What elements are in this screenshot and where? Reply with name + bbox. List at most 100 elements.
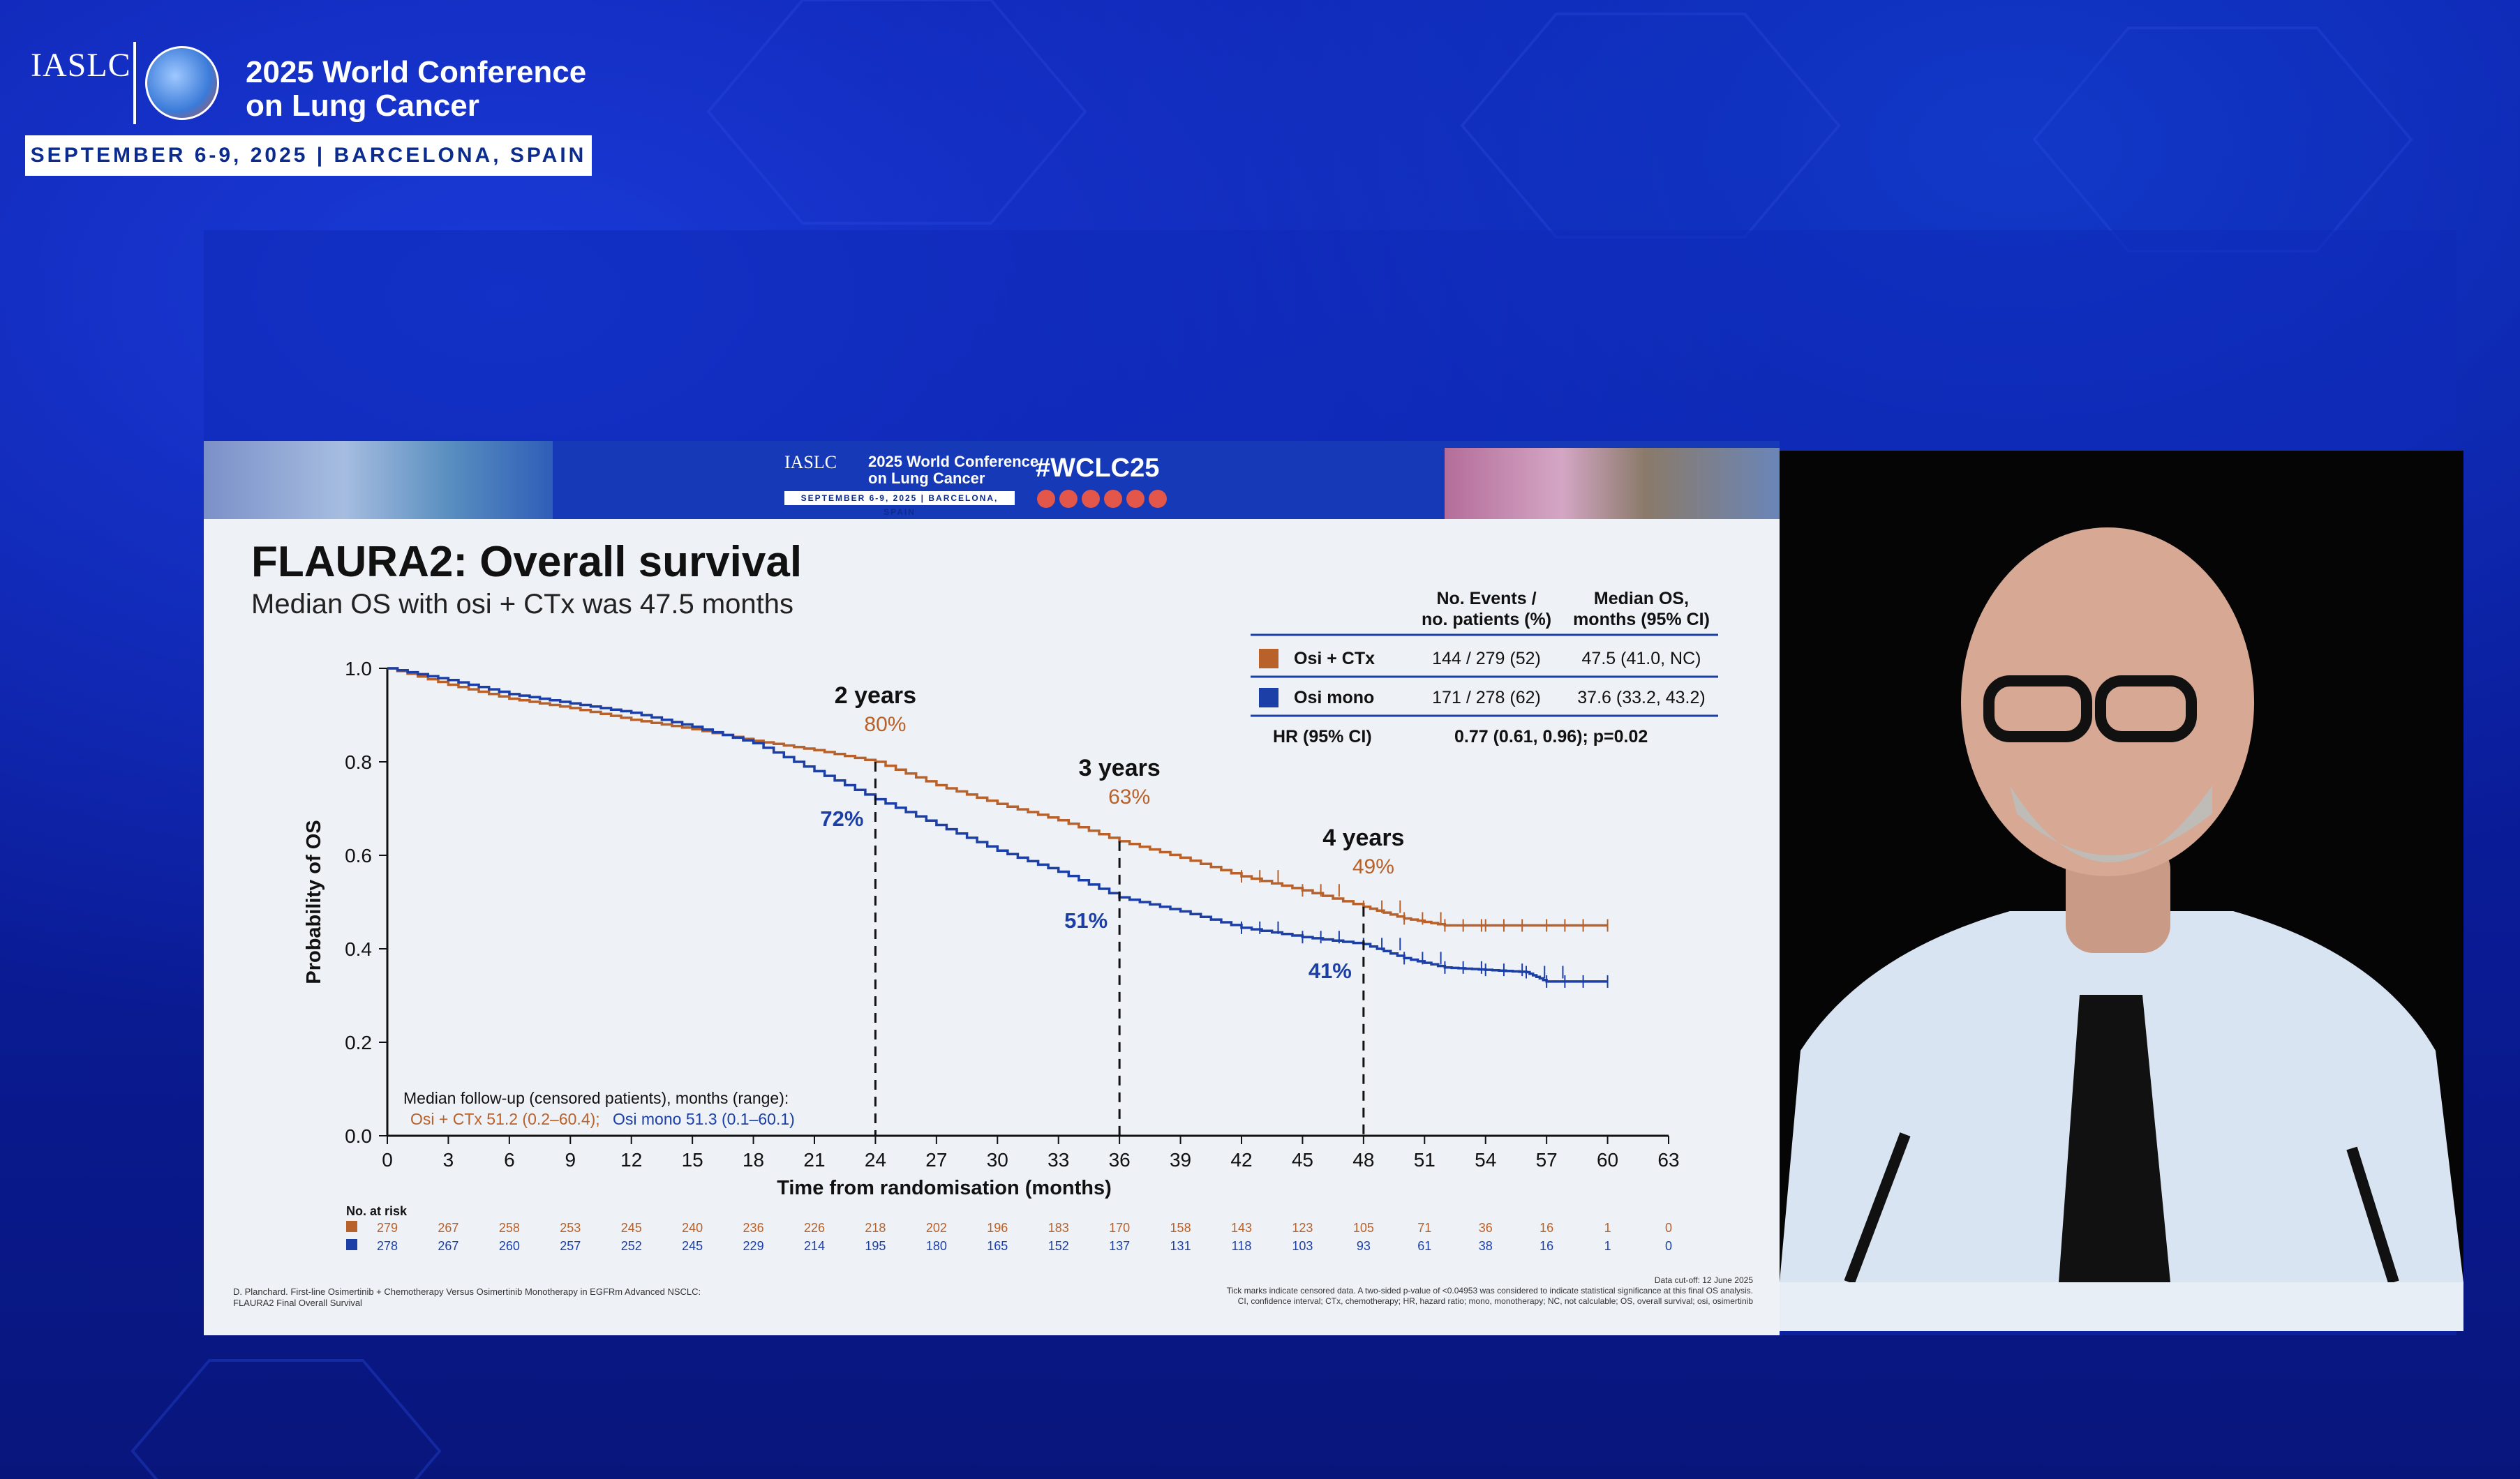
hr-label: HR (95% CI) (1273, 727, 1372, 746)
at-risk-swatch (346, 1221, 357, 1232)
x-tick-label: 57 (1536, 1149, 1558, 1171)
at-risk-value: 103 (1292, 1239, 1313, 1253)
slide-title: FLAURA2: Overall survival (251, 538, 803, 586)
at-risk-value: 170 (1109, 1221, 1130, 1235)
at-risk-value: 240 (682, 1221, 703, 1235)
x-tick-label: 15 (682, 1149, 703, 1171)
followup-osi-mono: Osi mono 51.3 (0.1–60.1) (613, 1110, 795, 1128)
at-risk-value: 16 (1539, 1221, 1553, 1235)
speaker-figure (1780, 451, 2463, 1282)
landmark-label: 2 years (835, 682, 916, 709)
at-risk-label: No. at risk (346, 1204, 408, 1218)
at-risk-value: 143 (1231, 1221, 1252, 1235)
landmark-osi-ctx-value: 80% (864, 713, 906, 736)
followup-osi-ctx: Osi + CTx 51.2 (0.2–60.4); (410, 1110, 600, 1128)
table-header-events-1: No. Events / (1436, 589, 1536, 608)
table-header-events-2: no. patients (%) (1422, 610, 1551, 629)
data-cutoff: Data cut-off: 12 June 2025 (1654, 1275, 1753, 1285)
citation: D. Planchard. First-line Osimertinib + C… (233, 1286, 701, 1309)
at-risk-value: 279 (377, 1221, 398, 1235)
table-median: 37.6 (33.2, 43.2) (1577, 688, 1705, 707)
footnotes: Data cut-off: 12 June 2025 Tick marks in… (1118, 1275, 1753, 1307)
at-risk-value: 260 (499, 1239, 520, 1253)
landmark-osi-mono-value: 72% (820, 806, 863, 831)
at-risk-value: 245 (682, 1239, 703, 1253)
slide-conference-name: 2025 World Conference on Lung Cancer (868, 453, 1038, 487)
barcelona-photo-right (1445, 448, 1780, 519)
at-risk-table: No. at risk 279 267 258 253 245 240 236 226 218 20… (346, 1204, 1672, 1253)
x-tick-label: 63 (1657, 1149, 1679, 1171)
at-risk-value: 226 (804, 1221, 825, 1235)
landmark-annotations: 2 years 80% 72% 3 years 63% 51% 4 years 49% 41% (820, 682, 1404, 1136)
at-risk-value: 105 (1353, 1221, 1374, 1235)
at-risk-value: 258 (499, 1221, 520, 1235)
slide-subtitle: Median OS with osi + CTx was 47.5 months (251, 589, 793, 620)
video-bottom-strip (1780, 1282, 2463, 1331)
y-tick-label: 0.0 (345, 1125, 372, 1147)
at-risk-value: 183 (1048, 1221, 1069, 1235)
table-header-median-1: Median OS, (1594, 589, 1689, 608)
at-risk-value: 16 (1539, 1239, 1553, 1253)
at-risk-value: 36 (1479, 1221, 1493, 1235)
at-risk-value: 152 (1048, 1239, 1069, 1253)
website-icon (1149, 490, 1167, 508)
slide-header-banner: IASLC 2025 World Conference on Lung Canc… (204, 441, 1780, 519)
linkedin-icon (1059, 490, 1078, 508)
x-tick-label: 42 (1230, 1149, 1252, 1171)
at-risk-value: 278 (377, 1239, 398, 1253)
at-risk-value: 252 (621, 1239, 642, 1253)
logo-divider (133, 42, 136, 124)
at-risk-value: 236 (743, 1221, 764, 1235)
facebook-icon (1037, 490, 1055, 508)
slide-conference-name-line1: 2025 World Conference (868, 453, 1039, 470)
at-risk-value: 257 (560, 1239, 581, 1253)
x-tick-label: 36 (1109, 1149, 1131, 1171)
citation-line2: FLAURA2 Final Overall Survival (233, 1298, 362, 1308)
table-arm-name: Osi mono (1294, 688, 1374, 707)
at-risk-value: 267 (438, 1239, 458, 1253)
hr-value: 0.77 (0.61, 0.96); p=0.02 (1454, 727, 1648, 746)
x-icon (1082, 490, 1100, 508)
social-icons (1037, 490, 1171, 511)
table-events: 171 / 278 (62) (1432, 688, 1541, 707)
conference-name-line1: 2025 World Conference (246, 55, 587, 89)
slide-iaslc-logo: IASLC (784, 452, 837, 472)
at-risk-value: 218 (865, 1221, 886, 1235)
x-tick-label: 51 (1414, 1149, 1436, 1171)
at-risk-value: 118 (1232, 1239, 1252, 1253)
barcelona-photo-left (204, 441, 553, 519)
at-risk-value: 61 (1417, 1239, 1431, 1253)
osi-ctx-curve (387, 667, 1608, 927)
x-tick-label: 9 (565, 1149, 576, 1171)
footnote-line2: CI, confidence interval; CTx, chemothera… (1237, 1296, 1753, 1306)
kaplan-meier-chart: 0 3 6 9 12 15 18 21 24 27 30 33 36 39 42 45 48 51 54 57 60 63… (303, 589, 1718, 1253)
footnote-line1: Tick marks indicate censored data. A two… (1226, 1286, 1753, 1296)
iaslc-logo-text: IASLC (31, 47, 131, 84)
landmark-osi-mono-value: 51% (1064, 908, 1108, 933)
at-risk-value: 1 (1604, 1221, 1611, 1235)
at-risk-value: 253 (560, 1221, 581, 1235)
followup-heading: Median follow-up (censored patients), mo… (403, 1089, 789, 1107)
y-tick-label: 0.2 (345, 1032, 372, 1053)
citation-line1: D. Planchard. First-line Osimertinib + C… (233, 1286, 701, 1297)
at-risk-value: 245 (621, 1221, 642, 1235)
landmark-osi-ctx-value: 63% (1108, 786, 1150, 809)
hashtag: #WCLC25 (1036, 453, 1160, 483)
globe-icon (145, 46, 219, 120)
at-risk-value: 0 (1665, 1239, 1672, 1253)
y-tick-label: 0.6 (345, 845, 372, 866)
table-swatch (1259, 649, 1278, 668)
at-risk-value: 214 (804, 1239, 825, 1253)
landmark-label: 3 years (1079, 755, 1161, 781)
conference-name-line2: on Lung Cancer (246, 89, 479, 123)
table-arm-name: Osi + CTx (1294, 649, 1375, 668)
slide-conference-name-line2: on Lung Cancer (868, 470, 985, 487)
speaker-video (1780, 451, 2463, 1282)
x-tick-label: 48 (1352, 1149, 1374, 1171)
conference-dates: SEPTEMBER 6-9, 2025 | BARCELONA, SPAIN (25, 135, 592, 176)
at-risk-value: 229 (743, 1239, 764, 1253)
y-tick-label: 0.4 (345, 938, 372, 960)
at-risk-value: 202 (926, 1221, 947, 1235)
at-risk-value: 158 (1170, 1221, 1191, 1235)
landmark-osi-ctx-value: 49% (1352, 855, 1394, 878)
